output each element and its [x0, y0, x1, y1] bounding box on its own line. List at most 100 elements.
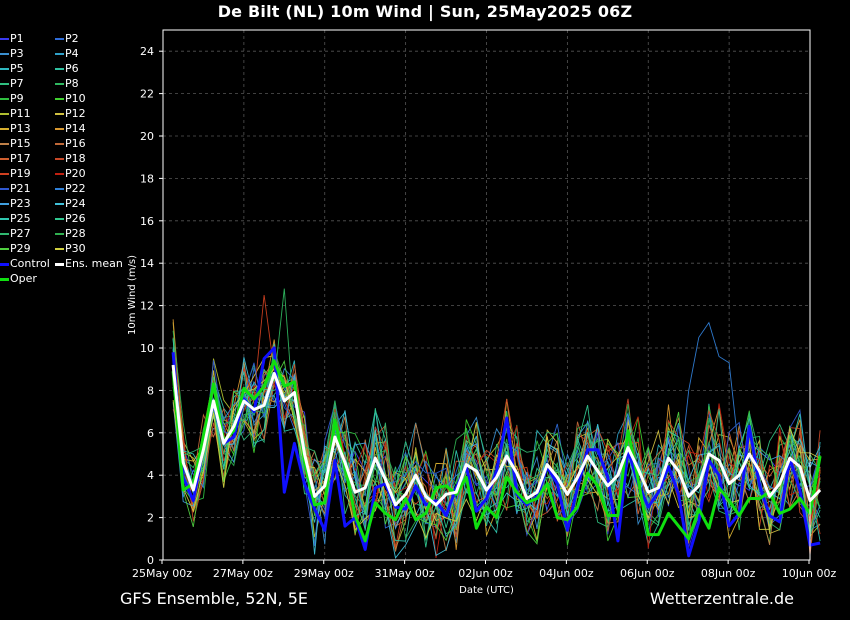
- legend-item: P21: [0, 181, 31, 196]
- legend-item: P13: [0, 121, 31, 136]
- legend-label: Ens. mean: [65, 257, 123, 270]
- y-tick-label: 0: [147, 554, 154, 567]
- legend-swatch: [55, 173, 64, 175]
- legend-label: P26: [65, 212, 86, 225]
- legend-label: P22: [65, 182, 86, 195]
- x-tick-label: 10Jun 00z: [782, 567, 837, 580]
- x-tick-label: 04Jun 00z: [539, 567, 594, 580]
- footer-model-label: GFS Ensemble, 52N, 5E: [120, 589, 308, 608]
- legend-swatch: [55, 262, 64, 266]
- x-tick-label: 27May 00z: [213, 567, 273, 580]
- y-tick-label: 22: [140, 88, 154, 101]
- x-ticks: 25May 00z 27May 00z 29May 00z 31May 00z 02Ju…: [132, 560, 836, 580]
- legend-item: P20: [55, 166, 86, 181]
- legend-label: P12: [65, 107, 86, 120]
- legend-label: P23: [10, 197, 31, 210]
- legend-label: P8: [65, 77, 79, 90]
- y-tick-label: 20: [140, 130, 154, 143]
- legend-swatch: [0, 53, 9, 55]
- legend-item: P3: [0, 46, 24, 61]
- legend-swatch: [0, 68, 9, 70]
- legend-swatch: [55, 128, 64, 130]
- legend-item: P26: [55, 211, 86, 226]
- legend-label: Oper: [10, 272, 37, 285]
- legend-label: P1: [10, 32, 24, 45]
- legend-label: P30: [65, 242, 86, 255]
- legend-item: P19: [0, 166, 31, 181]
- legend-label: P5: [10, 62, 24, 75]
- series-line-ens-mean: [171, 364, 822, 507]
- x-tick-label: 08Jun 00z: [701, 567, 756, 580]
- legend-label: P11: [10, 107, 31, 120]
- legend-item: P18: [55, 151, 86, 166]
- legend-item: P12: [55, 106, 86, 121]
- legend-swatch: [0, 203, 9, 205]
- x-tick-label: 25May 00z: [132, 567, 192, 580]
- y-tick-label: 18: [140, 172, 154, 185]
- series-lines: [171, 346, 822, 558]
- legend-swatch: [0, 143, 9, 145]
- legend-swatch: [55, 158, 64, 160]
- y-tick-label: 10: [140, 342, 154, 355]
- legend-swatch: [55, 248, 64, 250]
- legend-item: P5: [0, 61, 24, 76]
- legend-item: Oper: [0, 271, 37, 286]
- footer-site-label: Wetterzentrale.de: [649, 589, 794, 608]
- x-tick-label: 31May 00z: [375, 567, 435, 580]
- legend-swatch: [55, 68, 64, 70]
- legend-label: P16: [65, 137, 86, 150]
- legend-item: P6: [55, 61, 79, 76]
- legend-label: P29: [10, 242, 31, 255]
- legend-swatch: [55, 53, 64, 55]
- legend-label: P6: [65, 62, 79, 75]
- legend-swatch: [55, 188, 64, 190]
- legend-label: P24: [65, 197, 86, 210]
- y-tick-label: 24: [140, 45, 154, 58]
- legend-item: P29: [0, 241, 31, 256]
- legend-swatch: [55, 83, 64, 85]
- chart-title: De Bilt (NL) 10m Wind | Sun, 25May2025 0…: [217, 2, 633, 21]
- legend-label: Control: [10, 257, 50, 270]
- legend-item: P1: [0, 31, 24, 46]
- legend-label: P7: [10, 77, 24, 90]
- legend-item: P24: [55, 196, 86, 211]
- legend-label: P21: [10, 182, 31, 195]
- legend-label: P15: [10, 137, 31, 150]
- member-line-p29: [172, 359, 821, 545]
- member-line-p28: [172, 330, 821, 540]
- legend-item: Control: [0, 256, 50, 271]
- legend-item: P8: [55, 76, 79, 91]
- legend-label: P25: [10, 212, 31, 225]
- legend-item: P16: [55, 136, 86, 151]
- series-line-oper: [171, 359, 822, 543]
- legend-swatch: [0, 158, 9, 160]
- legend-swatch: [55, 203, 64, 205]
- member-line-p8: [172, 288, 821, 546]
- legend-item: P9: [0, 91, 24, 106]
- x-tick-label: 29May 00z: [294, 567, 354, 580]
- legend-item: P4: [55, 46, 79, 61]
- legend-item: P30: [55, 241, 86, 256]
- legend-swatch: [0, 38, 9, 40]
- legend-swatch: [0, 188, 9, 190]
- legend-swatch: [0, 218, 9, 220]
- legend-item: P25: [0, 211, 31, 226]
- x-tick-label: 02Jun 00z: [458, 567, 513, 580]
- legend-swatch: [55, 143, 64, 145]
- legend-label: P18: [65, 152, 86, 165]
- legend-swatch: [0, 262, 9, 266]
- legend-swatch: [55, 98, 64, 100]
- legend-swatch: [0, 113, 9, 115]
- legend-swatch: [0, 233, 9, 235]
- y-tick-label: 6: [147, 427, 154, 440]
- legend-label: P27: [10, 227, 31, 240]
- y-tick-label: 14: [140, 257, 154, 270]
- legend-item: P28: [55, 226, 86, 241]
- y-tick-label: 12: [140, 300, 154, 313]
- series-line-control: [171, 346, 821, 558]
- legend-label: P13: [10, 122, 31, 135]
- plot-frame: [162, 29, 811, 561]
- legend-item: P27: [0, 226, 31, 241]
- member-line-p17: [172, 363, 821, 556]
